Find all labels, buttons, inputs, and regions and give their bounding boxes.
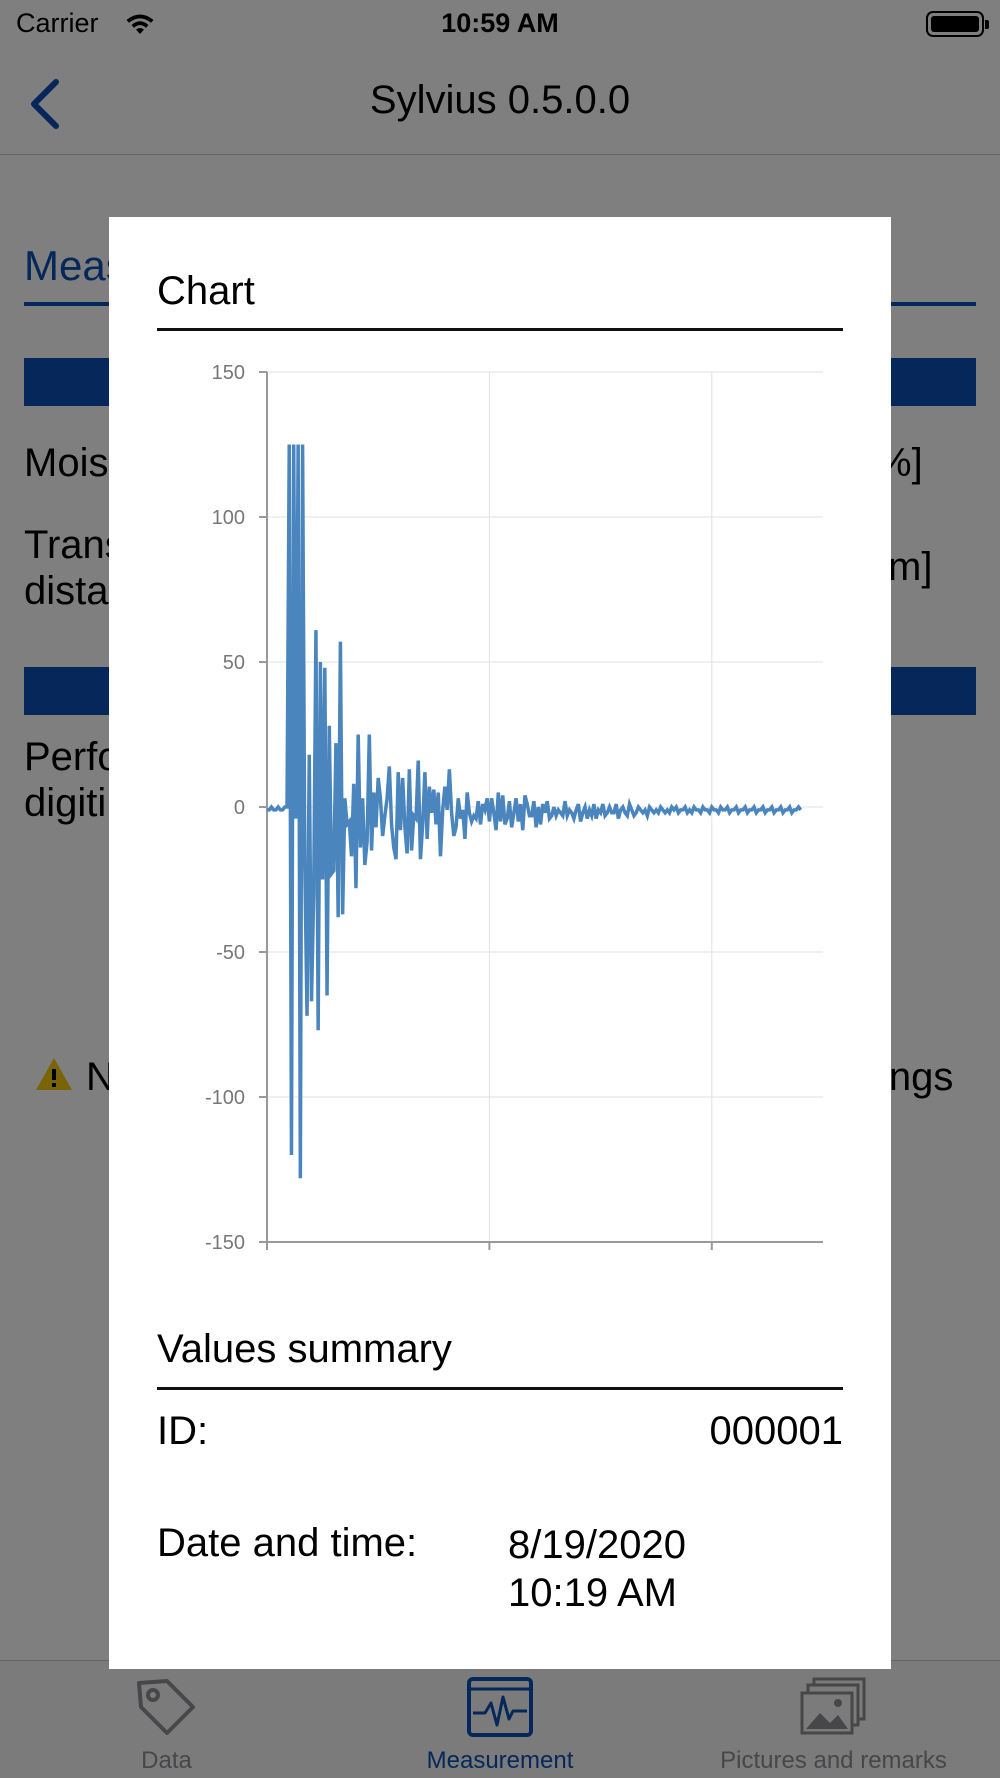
section-divider <box>157 1387 843 1390</box>
waveform-chart: -150-100-500501001500100200 <box>205 362 823 1254</box>
y-tick-label: 150 <box>212 362 245 384</box>
waveform-series-line <box>267 444 803 1179</box>
datetime-label: Date and time: <box>157 1521 418 1565</box>
y-tick-label: -50 <box>216 942 245 964</box>
y-tick-label: 50 <box>223 652 245 674</box>
time-value: 10:19 AM <box>508 1571 678 1615</box>
summary-section-title: Values summary <box>157 1327 452 1371</box>
y-tick-label: -150 <box>205 1232 245 1254</box>
id-value: 000001 <box>709 1409 843 1453</box>
y-tick-label: 0 <box>234 797 245 819</box>
chart-section-title: Chart <box>157 269 255 313</box>
chart-modal: Chart -150-100-500501001500100200 Values… <box>109 217 891 1669</box>
y-tick-label: 100 <box>212 507 245 529</box>
y-tick-label: -100 <box>205 1087 245 1109</box>
section-divider <box>157 328 843 331</box>
date-value: 8/19/2020 <box>508 1523 686 1567</box>
id-label: ID: <box>157 1409 209 1453</box>
